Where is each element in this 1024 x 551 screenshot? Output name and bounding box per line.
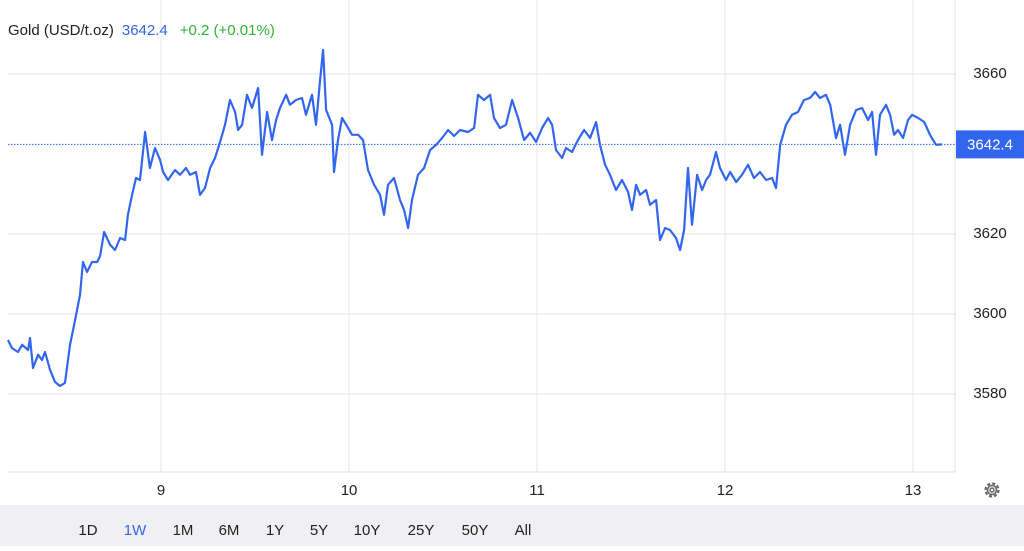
range-button[interactable]: 1Y [266, 522, 284, 539]
range-button[interactable]: 1D [78, 522, 97, 539]
range-button[interactable]: 1W [124, 522, 147, 539]
range-button[interactable]: 10Y [354, 522, 381, 539]
settings-icon[interactable] [984, 482, 1000, 498]
plot [7, 0, 956, 473]
x-tick-label: 11 [529, 482, 545, 499]
range-button[interactable]: All [515, 522, 532, 539]
y-tick-label: 3580 [973, 385, 1006, 402]
y-tick-label: 3660 [973, 65, 1006, 82]
range-button[interactable]: 6M [219, 522, 240, 539]
x-tick-label: 9 [157, 482, 165, 499]
y-tick-label: 3620 [973, 225, 1006, 242]
price-line [7, 48, 943, 388]
y-tick-label: 3600 [973, 305, 1006, 322]
x-tick-label: 13 [905, 482, 922, 499]
range-bar [0, 505, 1024, 546]
range-button[interactable]: 25Y [408, 522, 435, 539]
price-tag [956, 130, 1024, 159]
x-tick-label: 10 [341, 482, 358, 499]
price: 3642.4 [122, 22, 168, 39]
price-tag-label: 3642.4 [967, 136, 1013, 153]
range-button[interactable]: 1M [173, 522, 194, 539]
change: +0.2 (+0.01%) [180, 22, 275, 39]
range-button[interactable]: 50Y [462, 522, 489, 539]
x-tick-label: 12 [717, 482, 734, 499]
chart-title: Gold (USD/t.oz) [8, 22, 114, 39]
range-button[interactable]: 5Y [310, 522, 328, 539]
